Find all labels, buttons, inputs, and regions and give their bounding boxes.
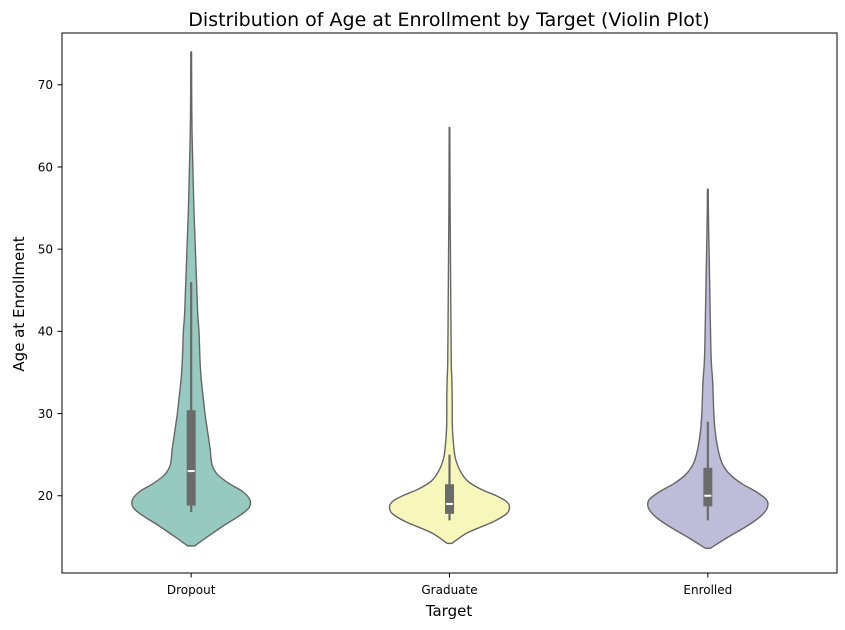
iqr-box-enrolled [703,467,713,507]
x-tick-label-dropout: Dropout [167,583,216,597]
chart-title: Distribution of Age at Enrollment by Tar… [188,9,709,31]
plot-frame [61,32,838,574]
x-axis-title: Target [425,602,473,620]
y-tick-label-50: 50 [38,242,53,256]
x-tick-label-enrolled: Enrolled [683,583,732,597]
iqr-box-dropout [186,410,196,506]
iqr-box-graduate [445,484,454,514]
x-tick-label-graduate: Graduate [421,583,477,597]
y-tick-label-70: 70 [38,78,53,92]
y-tick-label-40: 40 [38,325,53,339]
y-axis-title: Age at Enrollment [10,236,28,371]
violin-enrolled [646,188,769,550]
y-tick-label-30: 30 [38,407,53,421]
plot-area: Dropout Graduate Enrolled 20 30 40 50 60 70 [38,32,838,597]
violin-graduate [388,126,511,545]
y-tick-label-20: 20 [38,489,53,503]
y-tick-label-60: 60 [38,160,53,174]
